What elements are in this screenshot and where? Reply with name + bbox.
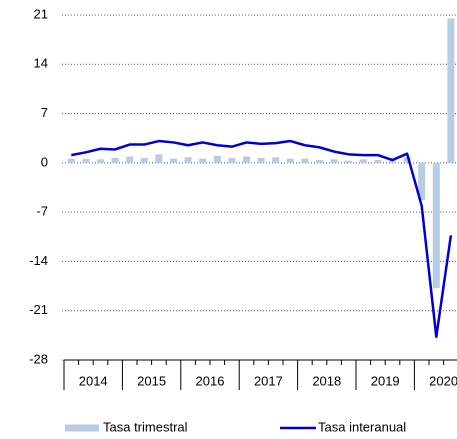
bar (140, 157, 148, 163)
line (71, 139, 453, 339)
bar (272, 157, 280, 163)
bar (228, 157, 236, 163)
y-tick-label: 21 (34, 6, 48, 21)
bar (418, 162, 426, 201)
bar (257, 157, 265, 163)
x-tick-label: 2014 (79, 373, 108, 388)
bar (155, 154, 163, 163)
bar (359, 159, 367, 163)
x-tick-label: 2016 (196, 373, 225, 388)
bar (184, 157, 192, 163)
bar (432, 162, 440, 289)
bar (447, 18, 455, 163)
bar (330, 159, 338, 163)
y-tick-label: 14 (34, 56, 48, 71)
bar (213, 155, 221, 163)
y-tick-label: -7 (36, 204, 48, 219)
legend-label: Tasa interanual (318, 419, 406, 434)
y-tick-label: 0 (41, 154, 48, 169)
bar (126, 156, 134, 163)
bar (243, 156, 250, 163)
bar (67, 158, 75, 163)
x-tick-label: 2019 (371, 373, 400, 388)
bar (316, 160, 323, 163)
bar (170, 158, 177, 163)
bar (374, 160, 382, 163)
bar (403, 157, 411, 163)
bar (82, 158, 90, 163)
bar (111, 157, 119, 163)
bar (199, 158, 207, 163)
bar (389, 160, 396, 163)
bar (97, 159, 104, 163)
bar (345, 160, 353, 163)
y-tick-label: -14 (29, 253, 48, 268)
x-tick-label: 2020 (429, 373, 457, 388)
y-tick-label: -21 (29, 302, 48, 317)
bar (301, 158, 309, 163)
y-tick-label: -28 (29, 351, 48, 366)
legend-label: Tasa trimestral (103, 419, 188, 434)
y-tick-label: 7 (41, 105, 48, 120)
x-tick-label: 2017 (254, 373, 283, 388)
legend-swatch (65, 424, 99, 432)
bar (286, 158, 294, 163)
x-tick-label: 2015 (137, 373, 166, 388)
x-tick-label: 2018 (312, 373, 341, 388)
